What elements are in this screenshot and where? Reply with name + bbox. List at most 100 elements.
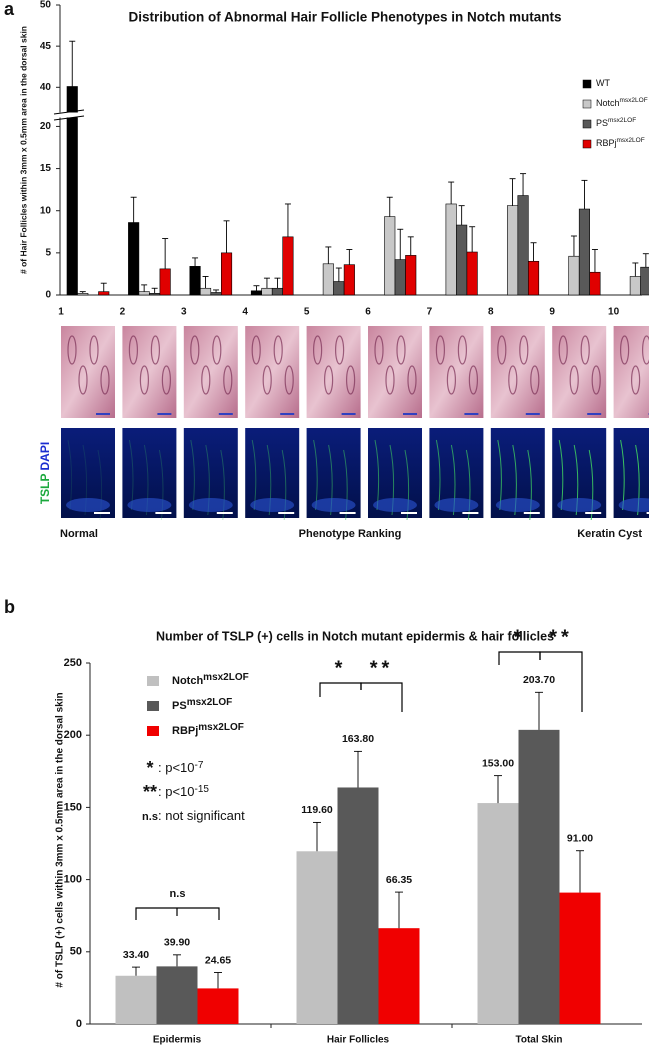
dapi-signal: [495, 498, 540, 512]
dapi-signal: [557, 498, 602, 512]
legend-label-main: PS: [172, 700, 187, 712]
legend-swatch: [147, 726, 159, 736]
follicle: [190, 335, 200, 365]
histology-image: [368, 326, 422, 418]
significance-bracket: [135, 907, 220, 920]
x-tick-label: 2: [120, 307, 126, 318]
bar: [115, 975, 157, 1024]
legend-label-main: Notch: [596, 98, 620, 108]
key-text: : not significant: [158, 808, 245, 823]
y-tick-label: 0: [76, 1018, 82, 1030]
follicle: [530, 365, 540, 395]
x-tick-label: 6: [365, 307, 371, 318]
legend-label: PSmsx2LOF: [172, 697, 232, 712]
error-bar: [395, 891, 403, 929]
legend-label-main: Notch: [172, 675, 203, 687]
bar: [250, 290, 262, 296]
follicle: [508, 365, 518, 395]
significance-bracket: [498, 651, 541, 665]
bar: [138, 291, 150, 296]
follicle: [139, 365, 149, 395]
follicle: [630, 365, 641, 395]
x-tick-label: 3: [181, 307, 187, 318]
bar: [197, 988, 239, 1024]
value-label: 163.80: [342, 733, 374, 745]
error-bar: [130, 196, 137, 223]
x-tick-label: Hair Follicles: [327, 1035, 390, 1046]
legend-label: WT: [596, 78, 610, 88]
dapi-signal: [127, 498, 172, 512]
key-text-sup: -7: [195, 760, 204, 771]
follicle: [161, 365, 171, 395]
legend-label: Notchmsx2LOF: [172, 672, 249, 687]
value-label: 66.35: [386, 874, 412, 886]
follicle: [273, 335, 283, 365]
error-bar: [591, 249, 598, 273]
follicle: [251, 335, 261, 365]
bar: [578, 208, 591, 296]
bar: [517, 195, 529, 296]
follicle: [284, 365, 294, 395]
follicle: [407, 365, 417, 395]
bottom-label: Phenotype Ranking: [299, 528, 402, 540]
significance-bracket: [360, 682, 403, 712]
follicle: [335, 335, 345, 365]
legend-label-main: PS: [596, 118, 608, 128]
follicle: [497, 335, 507, 365]
follicle: [150, 335, 160, 365]
legend-swatch: [147, 676, 159, 686]
error-bar: [335, 267, 342, 282]
error-bar: [202, 276, 209, 289]
error-bar: [581, 179, 588, 210]
legend-label-sup: msx2LOF: [187, 697, 233, 708]
legend-swatch: [582, 119, 592, 129]
bar: [445, 203, 457, 296]
significance-bracket: [319, 682, 362, 697]
bracket-label: **: [370, 657, 394, 679]
legend-swatch: [582, 99, 592, 109]
y-tick-label: 100: [64, 874, 82, 886]
bar: [322, 263, 334, 296]
histology-image: [183, 326, 238, 418]
stain-tslp: TSLP: [38, 474, 52, 505]
error-bar: [173, 954, 181, 967]
error-bar: [69, 40, 76, 87]
y-tick-label: 20: [40, 121, 52, 132]
follicle: [435, 335, 445, 365]
value-label: 39.90: [164, 937, 190, 949]
legend-label: RBPjmsx2LOF: [172, 722, 244, 737]
y-tick-label: 200: [64, 729, 82, 741]
error-bar: [469, 226, 476, 253]
histology-image: [306, 326, 361, 418]
error-bar: [313, 821, 321, 852]
x-tick-label: 8: [488, 307, 494, 318]
key-text-main: : p<10: [158, 760, 195, 775]
follicle: [457, 335, 467, 365]
bar: [159, 268, 171, 296]
bracket-label: *: [335, 657, 347, 679]
follicle: [223, 365, 233, 395]
bar: [405, 255, 417, 296]
follicle: [446, 365, 456, 395]
legend-swatch: [582, 139, 592, 149]
y-axis-label: # of TSLP (+) cells within 3mm x 0.5mm a…: [55, 692, 66, 987]
value-label: 24.65: [205, 954, 231, 966]
bar: [149, 293, 161, 296]
bar: [221, 252, 233, 296]
legend-label-sup: msx2LOF: [620, 97, 648, 104]
legend-label-sup: msx2LOF: [198, 722, 244, 733]
legend-swatch: [147, 701, 159, 711]
x-tick-label: 9: [549, 307, 555, 318]
legend-label-sup: msx2LOF: [617, 137, 645, 144]
axis-break-mark: [53, 109, 85, 115]
legend-label-sup: msx2LOF: [203, 672, 249, 683]
bar: [466, 251, 478, 296]
histology-image: [245, 326, 300, 418]
follicle: [100, 365, 110, 395]
bar: [98, 291, 110, 296]
legend-label: Notchmsx2LOF: [596, 97, 648, 109]
axis-break-gap: [54, 112, 84, 118]
stain-dapi: DAPI: [38, 442, 52, 471]
error-bar: [192, 257, 199, 267]
